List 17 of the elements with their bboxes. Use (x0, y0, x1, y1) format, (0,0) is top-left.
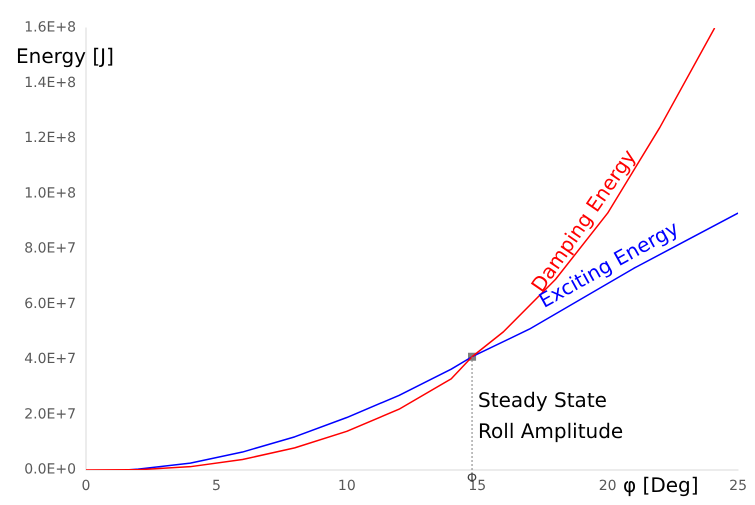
y-tick-label: 1.2E+8 (24, 130, 76, 146)
x-tick-label: 20 (598, 478, 617, 494)
y-tick-label: 1.6E+8 (24, 20, 76, 36)
y-tick-label: 0.0E+0 (24, 462, 76, 478)
y-tick-label: 1.4E+8 (24, 74, 76, 91)
x-tick-label: 10 (338, 478, 356, 494)
x-tick-label: 25 (729, 478, 748, 494)
y-tick-label: 2.0E+7 (24, 406, 76, 422)
x-axis-title: φ [Deg] (623, 473, 699, 498)
y-tick-label: 8.0E+7 (24, 240, 76, 257)
x-tick-label: 5 (212, 478, 221, 494)
y-axis-title: Energy [J] (16, 44, 114, 68)
annotation: Steady State Roll Amplitude (478, 388, 624, 443)
x-tick-label: 0 (82, 478, 90, 494)
y-tick-label: 6.0E+7 (24, 296, 76, 312)
y-tick-label: 4.0E+7 (24, 351, 76, 368)
y-tick-label: 1.0E+8 (24, 185, 76, 202)
